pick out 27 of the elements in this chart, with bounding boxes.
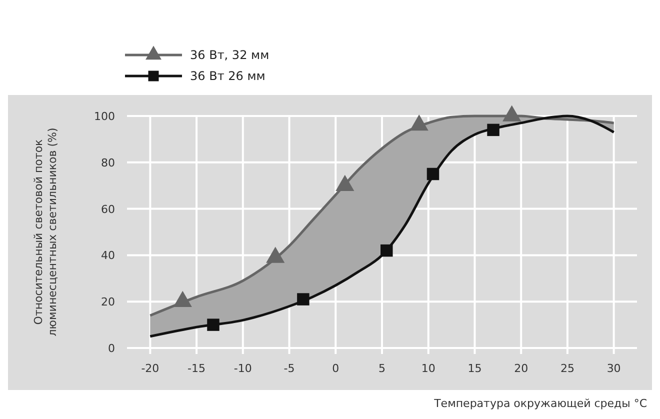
- point: [207, 318, 220, 331]
- x-tick-label: 15: [468, 362, 482, 375]
- point: [297, 293, 310, 306]
- x-tick-label: 25: [560, 362, 574, 375]
- x-tick-label: 10: [421, 362, 436, 375]
- point: [410, 114, 428, 131]
- y-tick-label: 80: [101, 156, 115, 170]
- y-tick-label: 20: [101, 296, 115, 309]
- y-tick-label: 40: [101, 249, 115, 262]
- x-tick-label: 20: [514, 362, 528, 375]
- point: [380, 244, 393, 257]
- legend-label: 36 Вт 26 мм: [190, 69, 266, 83]
- x-axis-title: Температура окружающей среды °C: [433, 397, 648, 410]
- y-tick-label: 100: [94, 110, 115, 123]
- x-tick-label: 0: [332, 362, 340, 375]
- y-tick-label: 0: [108, 342, 115, 355]
- y-axis-title: Относительный световой поток люминесцентных светильников (%): [32, 128, 59, 336]
- x-tick-label: 30: [606, 362, 621, 375]
- x-tick-label: 5: [378, 362, 386, 375]
- x-tick-label: -10: [234, 362, 252, 375]
- y-tick-label: 60: [101, 202, 115, 216]
- x-tick-label: -15: [188, 362, 206, 375]
- x-tick-label: -5: [284, 362, 295, 375]
- x-tick-label: -20: [141, 362, 160, 375]
- point: [336, 174, 354, 191]
- legend-label: 36 Вт, 32 мм: [190, 48, 270, 62]
- point: [502, 105, 522, 122]
